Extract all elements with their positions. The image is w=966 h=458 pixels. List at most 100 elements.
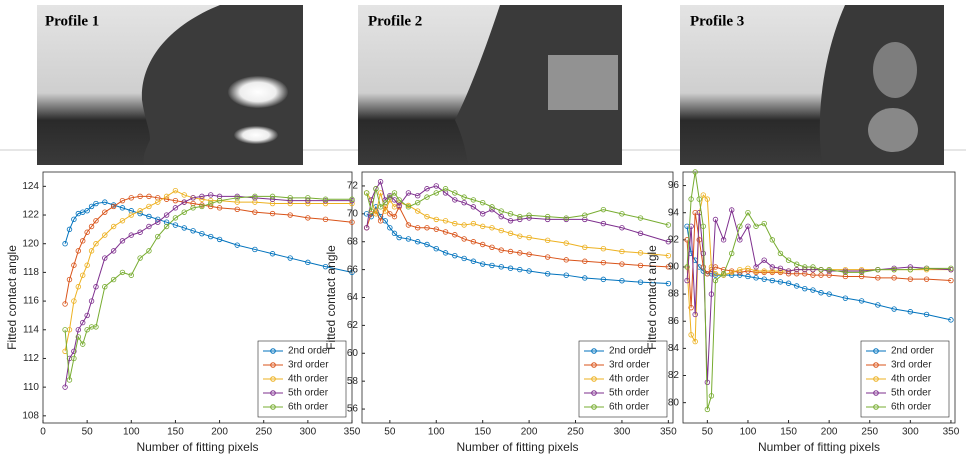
point: [858, 273, 865, 280]
point: [470, 204, 477, 210]
x-tick-label: 200: [211, 427, 228, 438]
point: [216, 205, 223, 211]
point: [737, 266, 743, 273]
series-line: [366, 205, 669, 285]
point: [761, 220, 767, 227]
point: [234, 206, 240, 212]
point: [305, 200, 311, 207]
legend-marker: [270, 348, 276, 354]
point: [433, 183, 439, 189]
legend-label: 2nd order: [609, 346, 652, 357]
point: [507, 265, 514, 271]
legend-label: 4th order: [609, 374, 650, 385]
point: [252, 209, 258, 215]
point: [582, 212, 588, 218]
point: [563, 240, 569, 246]
point: [489, 225, 495, 231]
point: [102, 209, 108, 215]
point: [452, 232, 458, 238]
point: [517, 250, 523, 256]
legend-label: 6th order: [609, 402, 650, 413]
point: [700, 223, 706, 229]
point: [415, 239, 421, 245]
point: [199, 203, 205, 210]
point: [745, 273, 751, 280]
point: [582, 244, 588, 250]
point: [208, 233, 214, 240]
point: [424, 194, 430, 200]
x-tick-label: 100: [123, 427, 140, 438]
point: [507, 230, 514, 237]
point: [382, 208, 388, 214]
point: [692, 210, 698, 216]
point: [84, 262, 90, 268]
point: [498, 247, 504, 253]
point: [793, 271, 800, 277]
point: [720, 266, 727, 273]
point: [544, 271, 551, 277]
point: [875, 275, 881, 281]
point: [769, 237, 776, 243]
point: [199, 230, 205, 237]
point: [391, 230, 398, 237]
point: [842, 273, 849, 280]
x-tick-label: 200: [521, 427, 538, 438]
point: [600, 245, 607, 252]
point: [875, 266, 881, 273]
point: [810, 287, 816, 293]
point: [826, 266, 832, 273]
point: [71, 348, 77, 354]
x-tick-label: 150: [167, 427, 184, 438]
point: [563, 257, 569, 263]
point: [665, 264, 672, 270]
point: [704, 379, 711, 385]
point: [737, 237, 743, 243]
point: [137, 193, 143, 200]
point: [216, 197, 223, 204]
y-tick-label: 122: [22, 210, 39, 221]
point: [405, 190, 412, 196]
y-tick-label: 108: [22, 410, 39, 421]
point: [785, 280, 792, 286]
point: [891, 306, 897, 312]
point: [322, 196, 329, 202]
legend-marker: [591, 404, 597, 410]
point: [349, 219, 355, 225]
x-tick-label: 200: [821, 427, 838, 438]
point: [842, 269, 849, 276]
point: [479, 261, 486, 267]
y-tick-label: 70: [347, 208, 359, 219]
point: [793, 283, 800, 289]
point: [391, 190, 398, 196]
legend-marker: [270, 376, 276, 382]
point: [84, 327, 90, 333]
point: [665, 239, 672, 245]
point: [396, 197, 402, 203]
point: [102, 199, 108, 205]
y-tick-label: 88: [668, 289, 680, 300]
point: [377, 190, 384, 196]
point: [498, 208, 504, 214]
y-tick-label: 114: [23, 324, 39, 335]
legend-label: 3rd order: [288, 360, 329, 371]
point: [119, 238, 126, 244]
point: [71, 355, 77, 362]
point: [405, 222, 412, 228]
point: [373, 211, 379, 217]
point: [71, 298, 77, 304]
point: [287, 212, 293, 218]
legend-marker: [873, 362, 879, 368]
point: [66, 276, 73, 283]
point: [452, 197, 458, 203]
point: [110, 223, 117, 230]
point: [110, 203, 117, 210]
point: [802, 271, 808, 277]
point: [368, 208, 374, 214]
x-axis-label: Number of fitting pixels: [456, 440, 578, 454]
point: [269, 210, 276, 217]
point: [489, 204, 495, 210]
x-tick-label: 150: [474, 427, 491, 438]
x-axis-label: Number of fitting pixels: [136, 440, 258, 454]
point: [146, 213, 152, 220]
point: [424, 213, 430, 220]
